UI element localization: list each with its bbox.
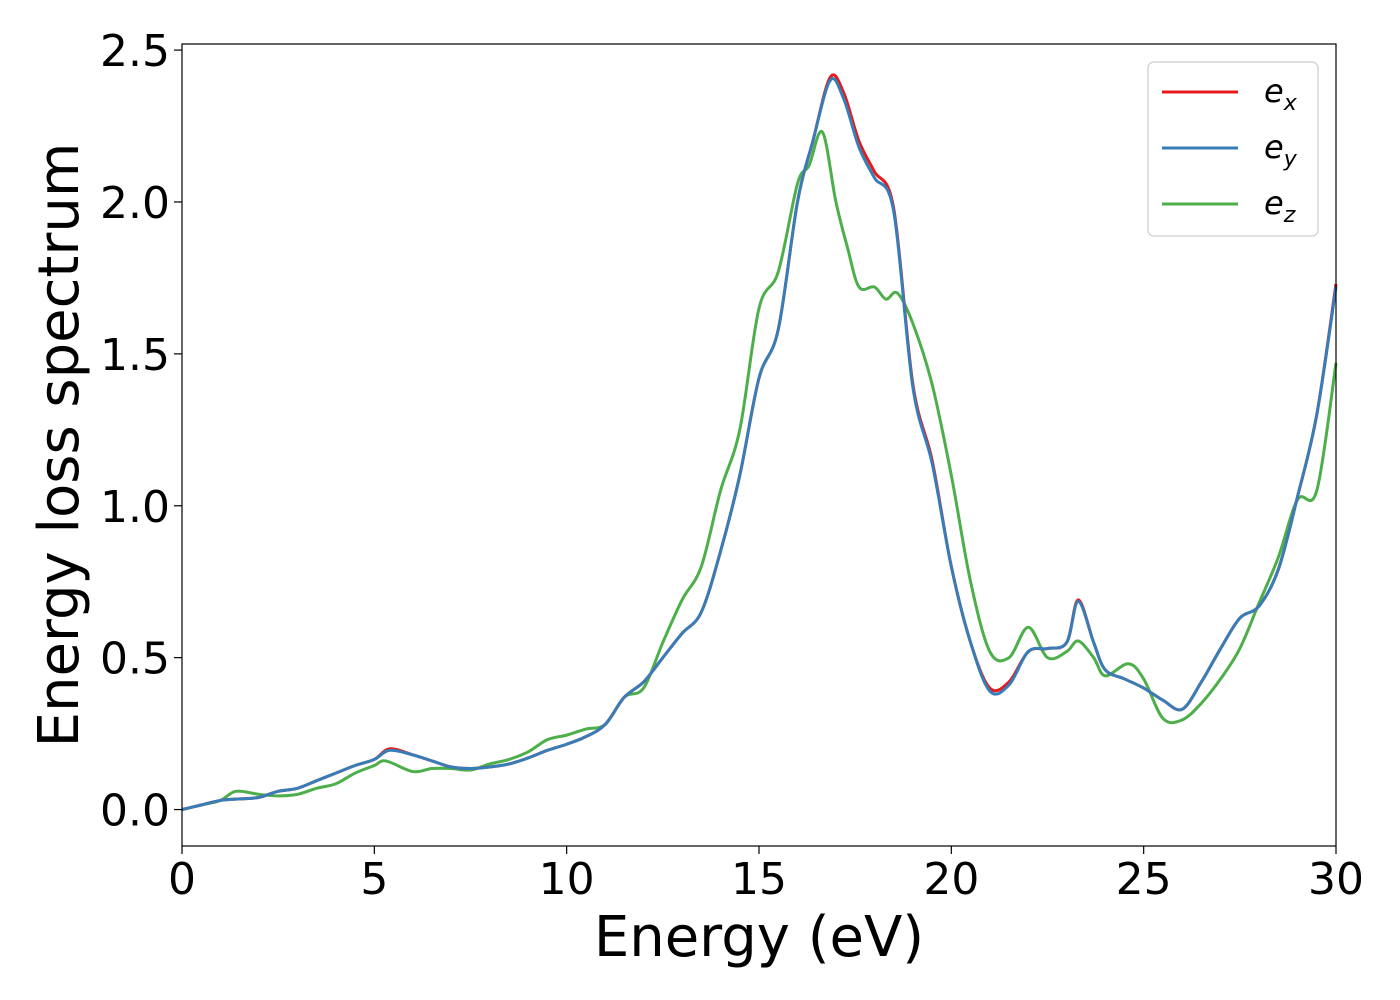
series-line-y <box>181 77 1338 812</box>
y-tick-label: 0.0 <box>100 786 170 837</box>
x-axis: 0 5 10 15 20 25 30 <box>168 846 1364 905</box>
series-line-z <box>181 129 1338 812</box>
x-tick-label: 25 <box>1116 854 1172 905</box>
y-axis-label: Energy loss spectrum <box>27 143 92 748</box>
y-tick-label: 2.0 <box>100 178 170 229</box>
legend-label-x: ex <box>1264 72 1298 116</box>
y-tick-label: 1.0 <box>100 482 170 533</box>
x-tick-label: 5 <box>360 854 388 905</box>
x-tick-label: 0 <box>168 854 196 905</box>
y-tick-label: 1.5 <box>100 330 170 381</box>
y-tick-label: 0.5 <box>100 634 170 685</box>
series-lines <box>181 73 1338 812</box>
x-tick-label: 10 <box>539 854 595 905</box>
y-tick-label: 2.5 <box>100 26 170 77</box>
x-tick-label: 15 <box>731 854 787 905</box>
legend-label-z: ez <box>1264 184 1296 228</box>
x-tick-label: 20 <box>923 854 979 905</box>
y-axis: 0.0 0.5 1.0 1.5 2.0 2.5 <box>100 26 182 837</box>
legend: ex ey ez <box>1147 61 1319 237</box>
x-axis-label: Energy (eV) <box>594 905 924 970</box>
legend-label-y: ey <box>1264 128 1298 172</box>
x-tick-label: 30 <box>1308 854 1364 905</box>
